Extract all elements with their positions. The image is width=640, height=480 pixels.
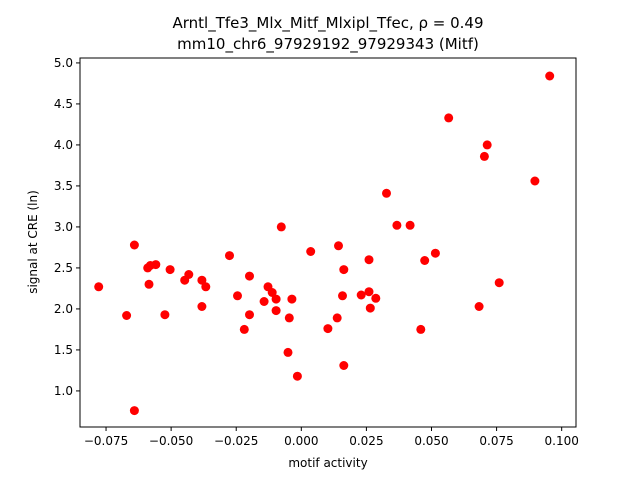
data-point-10 [165,265,175,275]
data-points [94,71,555,416]
data-point-50 [474,302,484,311]
y-tick-label: 4.5 [54,97,73,111]
data-point-9 [160,310,170,320]
data-point-6 [144,279,154,289]
x-tick-label: 0.025 [349,434,383,448]
data-point-36 [339,265,349,275]
data-point-34 [334,241,343,251]
plot-area-frame [79,57,577,428]
x-tick-label: −0.050 [149,434,193,448]
data-point-29 [287,294,297,304]
data-point-39 [364,287,374,297]
y-tick-label: 2.5 [54,261,73,275]
data-point-14 [197,302,207,311]
data-point-35 [338,291,347,301]
y-tick-label: 1.0 [54,384,73,398]
data-point-49 [444,113,454,123]
data-point-2 [122,311,132,320]
data-point-3 [129,240,139,250]
y-tick-label: 1.5 [54,343,73,357]
data-point-38 [356,290,366,300]
data-point-46 [416,324,426,334]
y-axis-label: signal at CRE (ln) [26,190,40,294]
data-point-19 [245,271,254,281]
data-point-28 [284,313,294,323]
data-point-20 [245,310,254,320]
data-point-48 [430,248,440,258]
data-point-13 [197,275,207,285]
x-axis-label: motif activity [288,456,367,470]
x-axis-ticks: −0.075 −0.050 −0.025 0.000 0.025 0.050 0.075 0.… [84,427,579,448]
data-point-37 [339,361,349,370]
data-point-40 [364,255,374,265]
data-point-8 [151,260,161,270]
y-tick-label: 5.0 [54,56,73,70]
x-tick-label: 0.075 [479,434,513,448]
data-point-51 [479,151,489,161]
chart-title-line2: mm10_chr6_97929192_97929343 (Mitf) [177,35,479,54]
data-point-4 [129,406,139,416]
data-point-44 [392,220,402,230]
x-tick-label: 0.100 [545,434,579,448]
y-tick-label: 3.5 [54,179,73,193]
data-point-33 [332,313,342,323]
x-tick-label: 0.000 [284,434,318,448]
data-point-53 [494,278,504,288]
data-point-42 [371,293,381,303]
data-point-23 [267,288,277,297]
data-point-55 [545,71,555,81]
y-tick-label: 4.0 [54,138,73,152]
y-tick-label: 3.0 [54,220,73,234]
data-point-24 [271,294,281,304]
y-tick-label: 2.0 [54,302,73,316]
data-point-18 [239,324,249,334]
data-point-21 [259,297,269,306]
data-point-32 [323,324,333,334]
y-axis-ticks: 1.0 1.5 2.0 2.5 3.0 3.5 4.0 4.5 5.0 [54,56,80,398]
data-point-54 [530,176,540,186]
data-point-16 [225,251,234,261]
data-point-52 [482,140,492,150]
x-tick-label: 0.050 [414,434,448,448]
data-point-17 [233,291,242,301]
data-point-27 [283,347,293,357]
data-point-15 [201,282,211,292]
data-point-47 [420,256,430,265]
data-point-41 [365,303,375,313]
data-point-25 [271,306,281,316]
data-point-31 [306,247,316,256]
chart-title-line1: Arntl_Tfe3_Mlx_Mitf_Mlxipl_Tfec, ρ = 0.4… [172,14,483,33]
data-point-43 [382,188,391,198]
x-tick-label: −0.025 [214,434,258,448]
data-point-30 [292,371,302,381]
data-point-1 [94,282,104,292]
data-point-12 [184,270,194,279]
data-point-26 [276,222,286,232]
data-point-45 [405,220,415,230]
x-tick-label: −0.075 [84,434,128,448]
